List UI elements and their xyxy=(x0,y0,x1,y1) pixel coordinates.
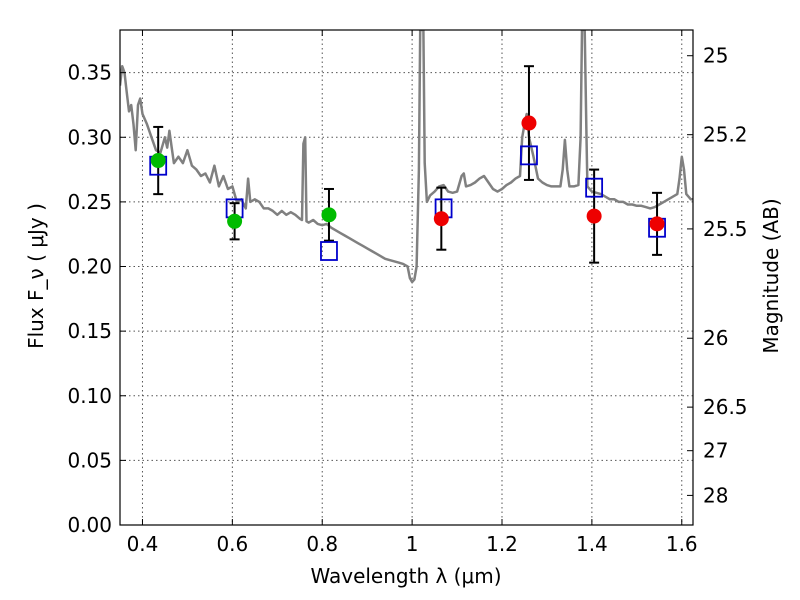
y-tick-label: 0.15 xyxy=(67,319,112,343)
model-photometry-square xyxy=(320,241,338,261)
axis-ticks: 0.4 0.6 0.8 1 1.2 1.4 1.6 0.00 0.05 0.10 0.15 0.20 0… xyxy=(67,30,748,556)
model-spectrum-line xyxy=(120,30,693,284)
y-tick-label: 0.35 xyxy=(67,61,112,85)
y-axis-right-label-text: Magnitude (AB) xyxy=(759,198,783,353)
right-tick-label: 25.2 xyxy=(703,123,748,147)
y-tick-label: 0.05 xyxy=(67,448,112,472)
x-tick-label: 0.6 xyxy=(216,532,248,556)
right-tick-label: 28 xyxy=(703,483,728,507)
model-photometry-square xyxy=(520,145,538,166)
green-data-point xyxy=(227,213,243,229)
x-tick-label: 0.4 xyxy=(127,532,159,556)
green-data-point xyxy=(150,153,166,169)
x-tick-label: 1.2 xyxy=(486,532,518,556)
y-tick-label: 0.30 xyxy=(67,125,112,149)
red-data-point xyxy=(521,115,537,131)
grid-lines xyxy=(120,30,693,525)
right-tick-label: 26 xyxy=(703,326,728,350)
x-axis-label-text: Wavelength λ (μm) xyxy=(310,564,501,588)
y-axis-right-label: Magnitude (AB) xyxy=(759,198,783,353)
y-tick-label: 0.10 xyxy=(67,384,112,408)
right-tick-label: 25 xyxy=(703,44,728,68)
right-tick-label: 26.5 xyxy=(703,395,748,419)
model-photometry-square xyxy=(585,177,604,198)
x-tick-label: 1.4 xyxy=(576,532,608,556)
x-axis-label: Wavelength λ (μm) xyxy=(310,564,501,588)
y-tick-label: 0.00 xyxy=(67,513,112,537)
red-data-point xyxy=(649,216,665,232)
red-data-point xyxy=(586,208,602,224)
photometry-markers-layer xyxy=(149,65,666,264)
y-tick-label: 0.20 xyxy=(67,255,112,279)
y-axis-label-text: Flux F_ν ( μJy ) xyxy=(24,203,48,349)
x-tick-label: 1.6 xyxy=(666,532,698,556)
x-tick-label: 1 xyxy=(406,532,419,556)
y-tick-label: 0.25 xyxy=(67,190,112,214)
model-spectrum-layer xyxy=(120,30,693,284)
y-axis-label: Flux F_ν ( μJy ) xyxy=(24,203,48,349)
x-tick-label: 0.8 xyxy=(306,532,338,556)
red-data-point xyxy=(433,211,449,227)
plot-frame xyxy=(119,29,694,526)
right-tick-label: 25.5 xyxy=(703,217,748,241)
right-tick-label: 27 xyxy=(703,439,728,463)
green-data-point xyxy=(321,207,337,223)
